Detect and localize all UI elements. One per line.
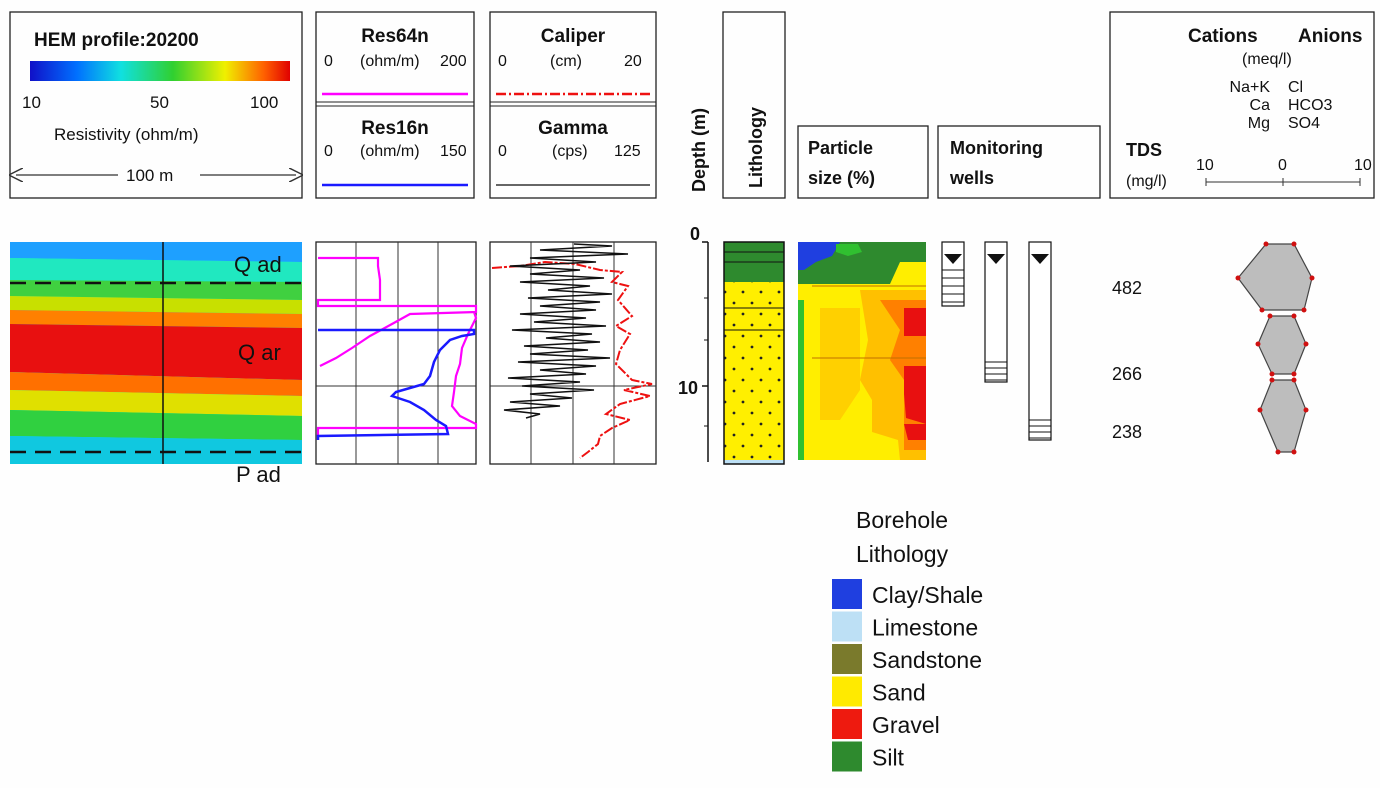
cation-ca: Ca (1250, 97, 1271, 114)
well-1 (941, 241, 965, 307)
hem-header: HEM profile:20200 10 50 100 Resistivity … (10, 11, 302, 199)
hem-tick-10: 10 (22, 93, 41, 112)
water-level-icon (987, 254, 1005, 264)
particle-header: Particle size (%) (797, 125, 929, 199)
anion-so4: SO4 (1288, 115, 1320, 132)
resistivity-log-track (315, 241, 478, 465)
caliper-title: Caliper (541, 26, 606, 47)
res16-unit: (ohm/m) (360, 143, 420, 160)
anions-label: Anions (1298, 26, 1362, 47)
water-level-icon (1031, 254, 1049, 264)
caliper-min: 0 (498, 53, 507, 70)
legend-label-silt: Silt (872, 745, 905, 771)
well-2 (984, 241, 1008, 383)
cation-mg: Mg (1248, 115, 1270, 132)
legend-title-line1: Borehole (856, 507, 948, 533)
lithology-column (723, 241, 785, 465)
legend-label-limestone: Limestone (872, 615, 978, 641)
gamma-title: Gamma (538, 118, 608, 139)
gamma-max: 125 (614, 143, 641, 160)
res64-min: 0 (324, 53, 333, 70)
water-level-icon (944, 254, 962, 264)
stiff-diagram-3 (1257, 377, 1309, 455)
legend-swatch-silt (832, 741, 862, 772)
hem-scale-label: 100 m (126, 166, 173, 185)
stiff-unit: (meq/l) (1242, 51, 1292, 68)
gamma-unit: (cps) (552, 143, 588, 160)
anion-hco3: HCO3 (1288, 97, 1333, 114)
well-3 (1028, 241, 1052, 441)
tds-value-2: 266 (1112, 364, 1142, 384)
tds-title: TDS (1126, 140, 1162, 160)
cations-label: Cations (1188, 26, 1258, 47)
res16-curve (316, 328, 476, 440)
tds-stiff-header: TDS (mg/l) Cations Anions (meq/l) Na+K C… (1109, 11, 1375, 199)
gamma-min: 0 (498, 143, 507, 160)
stiff-scale-right: 10 (1354, 157, 1372, 174)
lithology-title: Lithology (746, 107, 766, 188)
stiff-diagram-2 (1255, 313, 1309, 377)
caliper-max: 20 (624, 53, 642, 70)
legend-title-line2: Lithology (856, 541, 949, 567)
hem-axis-label: Resistivity (ohm/m) (54, 125, 199, 144)
res64-title: Res64n (361, 26, 429, 47)
tds-unit: (mg/l) (1126, 173, 1167, 190)
legend-label-clay-shale: Clay/Shale (872, 582, 983, 608)
unit-q-ad: Q ad (234, 252, 282, 277)
depth-title: Depth (m) (689, 108, 709, 192)
monitoring-wells (941, 241, 1052, 441)
res16-title: Res16n (361, 118, 429, 139)
legend-label-sand: Sand (872, 680, 926, 706)
caliper-unit: (cm) (550, 53, 582, 70)
caliper-gamma-track (489, 241, 657, 465)
anion-cl: Cl (1288, 79, 1303, 96)
hem-tick-50: 50 (150, 93, 169, 112)
res64-max: 200 (440, 53, 467, 70)
legend-swatch-limestone (832, 611, 862, 642)
stiff-scale-left: 10 (1196, 157, 1214, 174)
particle-title-line2: size (%) (808, 168, 875, 188)
stiff-scale-center: 0 (1278, 157, 1287, 174)
hem-tick-100: 100 (250, 93, 278, 112)
particle-title-line1: Particle (808, 138, 873, 158)
legend-swatch-sandstone (832, 644, 862, 674)
legend-items: Clay/Shale Limestone Sandstone Sand Gravel Si… (832, 579, 983, 772)
stiff-diagram-1 (1235, 241, 1315, 313)
unit-q-ar: Q ar (238, 340, 281, 365)
unit-p-ad: P ad (236, 462, 281, 487)
hem-resistivity-section: Q ad Q ar P ad (10, 242, 302, 487)
depth-tick-10: 10 (678, 378, 698, 398)
gamma-curve (503, 243, 629, 419)
res16-min: 0 (324, 143, 333, 160)
wells-title-line1: Monitoring (950, 138, 1043, 158)
legend-label-gravel: Gravel (872, 712, 940, 738)
res64-unit: (ohm/m) (360, 53, 420, 70)
tds-value-1: 482 (1112, 278, 1142, 298)
lithology-legend: Borehole Lithology Clay/Shale Limestone Sa… (832, 507, 983, 772)
depth-axis: 0 10 (678, 224, 709, 462)
resistivity-colorbar (30, 61, 290, 81)
legend-swatch-sand (832, 676, 862, 707)
wells-title-line2: wells (949, 168, 994, 188)
legend-swatch-gravel (832, 709, 862, 739)
legend-label-sandstone: Sandstone (872, 647, 982, 673)
caliper-gamma-header: Caliper 0 (cm) 20 Gamma 0 (cps) 125 (489, 11, 657, 199)
wells-header: Monitoring wells (937, 125, 1101, 199)
cation-nak: Na+K (1230, 79, 1271, 96)
hem-title: HEM profile:20200 (34, 30, 199, 51)
caliper-curve (491, 260, 653, 459)
tds-value-3: 238 (1112, 422, 1142, 442)
res16-max: 150 (440, 143, 467, 160)
legend-swatch-clay-shale (832, 579, 862, 609)
lithology-header: Lithology (722, 11, 786, 199)
particle-size-track (798, 242, 926, 460)
depth-tick-0: 0 (690, 224, 700, 244)
resistivity-log-header: Res64n 0 (ohm/m) 200 Res16n 0 (ohm/m) 15… (315, 11, 475, 199)
